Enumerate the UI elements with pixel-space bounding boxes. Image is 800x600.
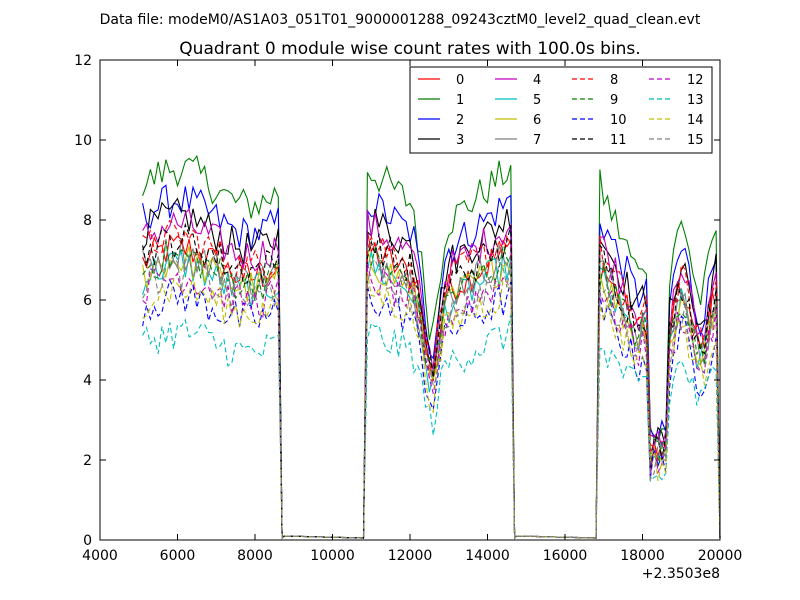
legend-label-13: 13 xyxy=(687,93,704,108)
series-line-6 xyxy=(142,246,721,540)
legend-label-14: 14 xyxy=(687,113,704,128)
legend-label-15: 15 xyxy=(687,133,704,148)
series-line-9 xyxy=(142,240,721,540)
x-tick-label: 10000 xyxy=(310,548,355,564)
legend-label-6: 6 xyxy=(533,113,541,128)
legend-label-8: 8 xyxy=(610,73,618,88)
y-tick-label: 8 xyxy=(83,213,92,229)
x-offset-label: +2.3503e8 xyxy=(642,566,720,582)
legend-label-11: 11 xyxy=(610,133,627,148)
ticks-layer: 4000 6000 8000 10000 12000 14000 16000 18000 200… xyxy=(74,53,742,564)
y-tick-label: 10 xyxy=(74,133,92,149)
legend-label-10: 10 xyxy=(610,113,627,128)
x-tick-label: 6000 xyxy=(160,548,196,564)
y-tick-label: 6 xyxy=(83,293,92,309)
series-line-1 xyxy=(142,154,721,540)
legend-label-12: 12 xyxy=(687,73,704,88)
y-tick-label: 4 xyxy=(83,373,92,389)
y-tick-label: 0 xyxy=(83,533,92,549)
legend-label-9: 9 xyxy=(610,93,618,108)
y-tick-label: 2 xyxy=(83,453,92,469)
x-tick-label: 16000 xyxy=(543,548,588,564)
x-tick-label: 4000 xyxy=(82,548,118,564)
x-tick-label: 8000 xyxy=(237,548,273,564)
x-tick-label: 14000 xyxy=(465,548,510,564)
series-line-8 xyxy=(142,219,721,540)
legend-label-3: 3 xyxy=(456,133,464,148)
y-tick-label: 12 xyxy=(74,53,92,69)
chart-title: Quadrant 0 module wise count rates with … xyxy=(179,39,640,59)
legend-label-4: 4 xyxy=(533,73,541,88)
x-tick-label: 18000 xyxy=(620,548,665,564)
series-line-15 xyxy=(142,254,721,540)
legend-label-7: 7 xyxy=(533,133,541,148)
legend-label-0: 0 xyxy=(456,73,464,88)
legend-label-5: 5 xyxy=(533,93,541,108)
series-layer xyxy=(142,154,721,540)
series-line-10 xyxy=(142,278,721,540)
legend-label-1: 1 xyxy=(456,93,464,108)
x-tick-label: 20000 xyxy=(698,548,743,564)
chart-suptitle: Data file: modeM0/AS1A03_051T01_90000012… xyxy=(100,12,701,28)
x-tick-label: 12000 xyxy=(388,548,433,564)
legend-label-2: 2 xyxy=(456,113,464,128)
series-line-13 xyxy=(142,314,721,540)
